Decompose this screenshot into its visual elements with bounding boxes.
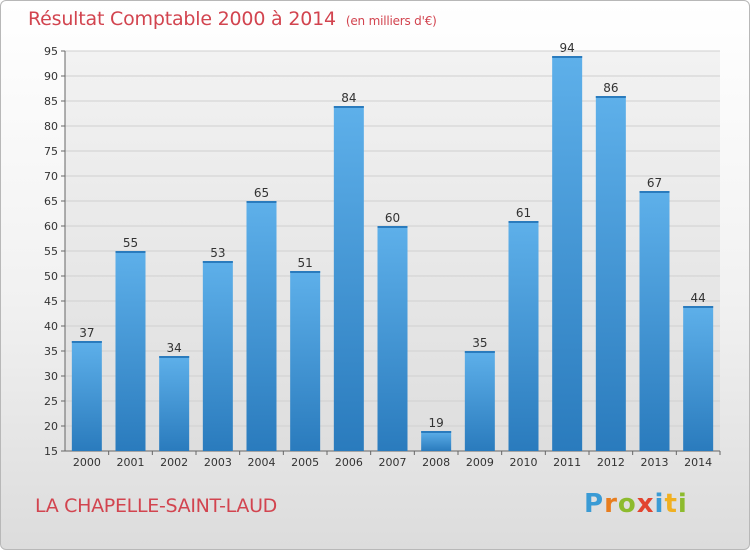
bar-top-edge — [421, 431, 452, 433]
y-tick-label: 55 — [44, 245, 58, 258]
x-tick-label: 2001 — [117, 456, 145, 469]
bar-top-edge — [202, 261, 233, 263]
y-tick-label: 65 — [44, 195, 58, 208]
data-label: 86 — [603, 81, 618, 95]
x-tick-label: 2014 — [684, 456, 712, 469]
x-tick-label: 2002 — [160, 456, 188, 469]
bar — [508, 221, 539, 451]
bar-top-edge — [115, 251, 146, 253]
bar-top-edge — [552, 56, 583, 58]
data-label: 19 — [429, 416, 444, 430]
data-label: 60 — [385, 211, 400, 225]
bar-top-edge — [246, 201, 277, 203]
bar — [552, 56, 583, 451]
bar — [595, 96, 626, 451]
bar — [683, 306, 714, 451]
bar — [464, 351, 495, 451]
x-tick-label: 2005 — [291, 456, 319, 469]
y-tick-label: 25 — [44, 395, 58, 408]
y-tick-label: 90 — [44, 70, 58, 83]
y-tick-label: 20 — [44, 420, 58, 433]
x-tick-label: 2011 — [553, 456, 581, 469]
x-tick-label: 2003 — [204, 456, 232, 469]
x-tick-label: 2013 — [641, 456, 669, 469]
bar — [115, 251, 146, 451]
x-tick-label: 2010 — [510, 456, 538, 469]
place-name: LA CHAPELLE-SAINT-LAUD — [35, 495, 278, 517]
y-tick-label: 30 — [44, 370, 58, 383]
y-tick-label: 15 — [44, 445, 58, 458]
x-tick-label: 2008 — [422, 456, 450, 469]
data-label: 55 — [123, 236, 138, 250]
y-tick-label: 50 — [44, 270, 58, 283]
bar-top-edge — [464, 351, 495, 353]
x-tick-label: 2006 — [335, 456, 363, 469]
data-label: 37 — [79, 326, 94, 340]
bar-top-edge — [377, 226, 408, 228]
logo-letter: P — [584, 489, 605, 519]
logo-letter: r — [604, 489, 618, 519]
bar — [202, 261, 233, 451]
bar-top-edge — [508, 221, 539, 223]
y-tick-label: 85 — [44, 95, 58, 108]
data-label: 35 — [472, 336, 487, 350]
y-tick-label: 40 — [44, 320, 58, 333]
bar-top-edge — [71, 341, 102, 343]
y-tick-label: 60 — [44, 220, 58, 233]
data-label: 94 — [560, 41, 575, 55]
x-tick-label: 2009 — [466, 456, 494, 469]
bar — [159, 356, 190, 451]
y-tick-label: 35 — [44, 345, 58, 358]
bar — [639, 191, 670, 451]
data-label: 51 — [298, 256, 313, 270]
bar — [246, 201, 277, 451]
x-tick-label: 2007 — [379, 456, 407, 469]
x-tick-label: 2000 — [73, 456, 101, 469]
title-unit: (en milliers d'€) — [345, 14, 437, 28]
bar — [290, 271, 321, 451]
logo-letter: i — [654, 489, 665, 519]
bar-top-edge — [159, 356, 190, 358]
title-text: Résultat Comptable 2000 à 2014 — [28, 8, 336, 30]
bar-top-edge — [595, 96, 626, 98]
data-label: 34 — [167, 341, 182, 355]
logo-letter: o — [617, 489, 637, 519]
bar-top-edge — [639, 191, 670, 193]
data-label: 61 — [516, 206, 531, 220]
y-tick-label: 75 — [44, 145, 58, 158]
chart-title: Résultat Comptable 2000 à 2014 (en millie… — [28, 8, 437, 30]
bar-top-edge — [290, 271, 321, 273]
y-tick-label: 95 — [44, 45, 58, 58]
logo-letter: t — [664, 489, 678, 519]
data-label: 44 — [691, 291, 706, 305]
logo-letter: i — [677, 489, 688, 519]
bar — [377, 226, 408, 451]
y-tick-label: 80 — [44, 120, 58, 133]
data-label: 53 — [210, 246, 225, 260]
x-tick-label: 2012 — [597, 456, 625, 469]
y-tick-label: 45 — [44, 295, 58, 308]
bar — [333, 106, 364, 451]
proxiti-logo: Proxiti — [584, 489, 688, 519]
bar-top-edge — [333, 106, 364, 108]
bar-top-edge — [683, 306, 714, 308]
data-label: 67 — [647, 176, 662, 190]
y-tick-label: 70 — [44, 170, 58, 183]
data-label: 84 — [341, 91, 356, 105]
bar — [71, 341, 102, 451]
bar — [421, 431, 452, 451]
data-label: 65 — [254, 186, 269, 200]
x-tick-label: 2004 — [248, 456, 276, 469]
logo-letter: x — [636, 489, 655, 519]
